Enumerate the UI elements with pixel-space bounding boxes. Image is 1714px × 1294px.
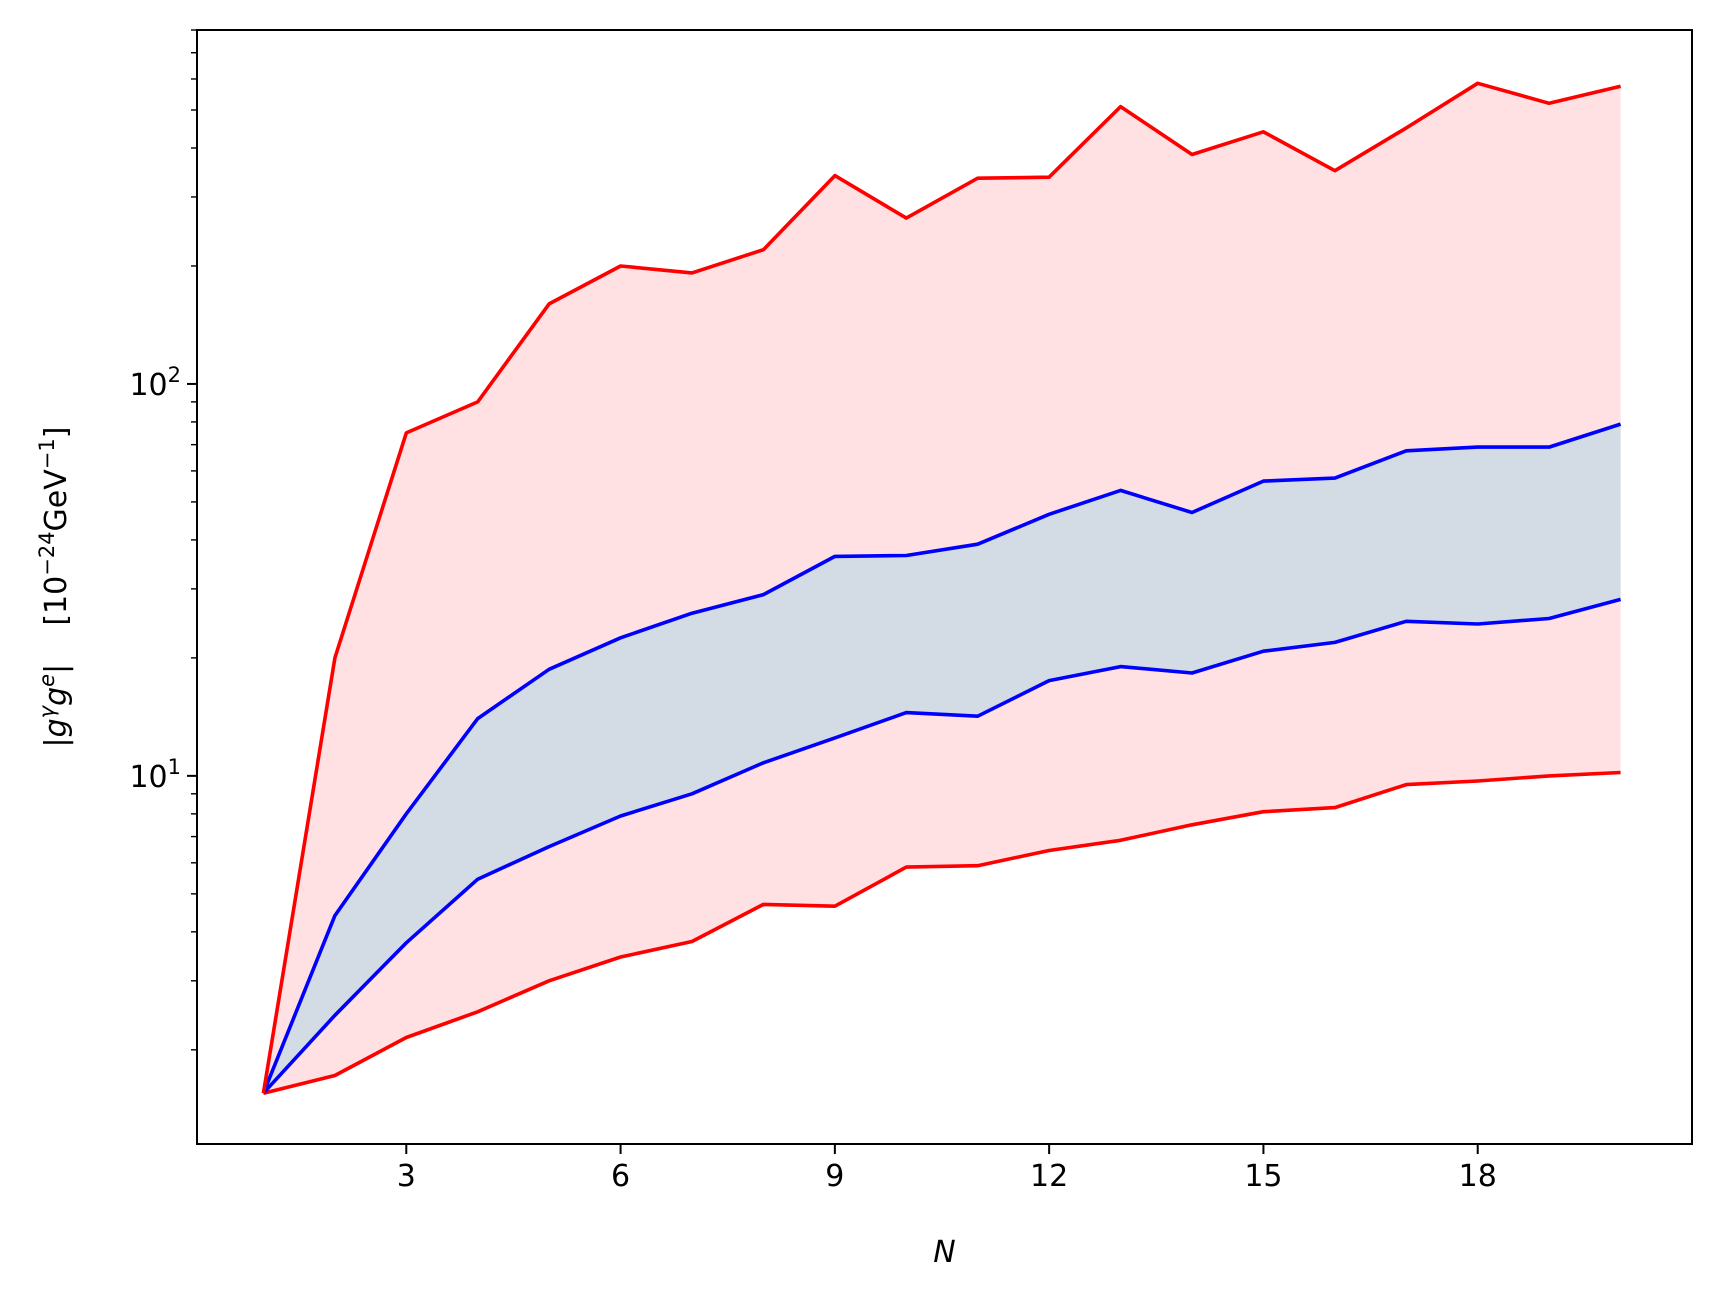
series-line-2	[261, 422, 1622, 1094]
band-1	[263, 424, 1621, 1094]
series-line-0	[262, 770, 1621, 1095]
bands-layer	[263, 83, 1621, 1094]
x-tick-label-15: 15	[1244, 1159, 1282, 1194]
y-axis-title-bar2: |	[39, 664, 74, 674]
series-line-3	[261, 81, 1622, 1094]
x-tick-label-9: 9	[825, 1159, 844, 1194]
x-tick-label-18: 18	[1459, 1159, 1497, 1194]
y-axis-title-bracket-close: ]	[39, 427, 74, 439]
x-axis-title: N	[933, 1235, 955, 1270]
y-axis-title-bracket-open: [10	[39, 576, 74, 626]
y-axis-title-unit: GeV	[39, 469, 74, 532]
y-axis-title: |gγge| [10−24GeV−1]	[35, 427, 74, 748]
y-axis: 101 102	[129, 29, 197, 1051]
y-tick-label-10: 101	[129, 755, 181, 795]
y-axis-title-unit-exponent: −1	[35, 438, 59, 469]
y-axis-title-g1: g	[39, 718, 74, 737]
x-tick-label-3: 3	[397, 1159, 416, 1194]
x-tick-label-6: 6	[611, 1159, 630, 1194]
y-axis-title-g2: g	[39, 687, 74, 706]
y-tick-label-100: 102	[129, 363, 181, 403]
x-tick-label-12: 12	[1030, 1159, 1068, 1194]
series-line-1	[262, 597, 1622, 1095]
plot-frame	[196, 29, 1693, 1145]
y-axis-title-bar: |	[39, 737, 74, 747]
y-axis-title-e: e	[35, 674, 59, 687]
y-axis-title-gap	[39, 626, 74, 664]
x-axis: 3 6 9 12 15 18	[397, 1144, 1497, 1194]
series-layer	[261, 81, 1622, 1095]
y-axis-title-gamma: γ	[35, 704, 59, 718]
y-axis-title-exponent: −24	[35, 531, 59, 575]
